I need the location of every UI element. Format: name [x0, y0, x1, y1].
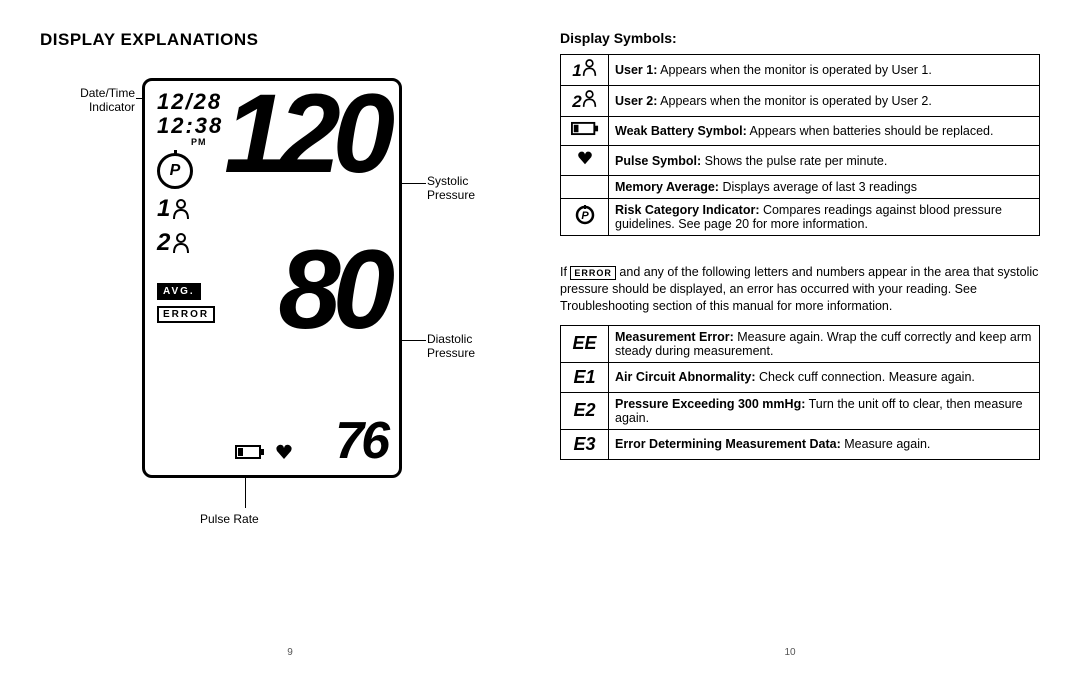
- symbol-desc-cell: Memory Average: Displays average of last…: [609, 176, 1040, 199]
- error-badge: ERROR: [157, 306, 215, 323]
- callout-date: Date/Time Indicator: [40, 86, 135, 114]
- pulse-value: 76: [335, 415, 387, 467]
- user2-indicator: 2: [157, 229, 223, 257]
- symbols-table: 1User 1: Appears when the monitor is ope…: [560, 54, 1040, 236]
- table-row: E2Pressure Exceeding 300 mmHg: Turn the …: [561, 392, 1040, 429]
- lcd-screen: 12/28 12:38 PM P 1 2 AVG. ERROR 120 80: [142, 78, 402, 478]
- lcd-diagram: Date/Time Indicator SystolicPressure Dia…: [100, 78, 450, 548]
- table-row: E1Air Circuit Abnormality: Check cuff co…: [561, 362, 1040, 392]
- symbol-desc-cell: Weak Battery Symbol: Appears when batter…: [609, 117, 1040, 146]
- battery-icon: [235, 444, 265, 460]
- date-display: 12/28: [157, 91, 223, 113]
- error-intro-text: If ERROR and any of the following letter…: [560, 264, 1040, 315]
- table-row: 2User 2: Appears when the monitor is ope…: [561, 86, 1040, 117]
- symbol-icon-cell: [561, 117, 609, 146]
- risk-indicator-icon: P: [157, 153, 193, 189]
- page-number-left: 9: [287, 647, 293, 658]
- table-row: EEMeasurement Error: Measure again. Wrap…: [561, 325, 1040, 362]
- error-code-cell: E2: [561, 392, 609, 429]
- error-chip: ERROR: [570, 266, 616, 280]
- heart-icon: [275, 443, 293, 461]
- symbol-icon-cell: 2: [561, 86, 609, 117]
- symbol-desc-cell: User 1: Appears when the monitor is oper…: [609, 55, 1040, 86]
- table-row: Weak Battery Symbol: Appears when batter…: [561, 117, 1040, 146]
- error-desc-cell: Error Determining Measurement Data: Meas…: [609, 429, 1040, 459]
- symbol-icon-cell: 1: [561, 55, 609, 86]
- table-row: Risk Category Indicator: Compares readin…: [561, 199, 1040, 236]
- avg-badge: AVG.: [157, 283, 201, 300]
- page-number-right: 10: [784, 647, 795, 658]
- error-code-cell: E3: [561, 429, 609, 459]
- symbol-icon-cell: [561, 176, 609, 199]
- diastolic-value: 80: [278, 241, 387, 340]
- callout-diastolic: DiastolicPressure: [427, 332, 475, 360]
- error-desc-cell: Pressure Exceeding 300 mmHg: Turn the un…: [609, 392, 1040, 429]
- time-display: 12:38: [157, 115, 223, 137]
- page-title-left: DISPLAY EXPLANATIONS: [40, 30, 520, 50]
- table-row: Memory Average: Displays average of last…: [561, 176, 1040, 199]
- table-row: E3Error Determining Measurement Data: Me…: [561, 429, 1040, 459]
- systolic-value: 120: [224, 85, 387, 184]
- page-title-right: Display Symbols:: [560, 30, 1040, 46]
- symbol-desc-cell: Pulse Symbol: Shows the pulse rate per m…: [609, 146, 1040, 176]
- error-desc-cell: Measurement Error: Measure again. Wrap t…: [609, 325, 1040, 362]
- error-code-cell: E1: [561, 362, 609, 392]
- person-icon: [172, 199, 190, 219]
- table-row: Pulse Symbol: Shows the pulse rate per m…: [561, 146, 1040, 176]
- callout-systolic: SystolicPressure: [427, 174, 475, 202]
- symbol-icon-cell: [561, 146, 609, 176]
- table-row: 1User 1: Appears when the monitor is ope…: [561, 55, 1040, 86]
- symbol-icon-cell: [561, 199, 609, 236]
- symbol-desc-cell: User 2: Appears when the monitor is oper…: [609, 86, 1040, 117]
- error-codes-table: EEMeasurement Error: Measure again. Wrap…: [560, 325, 1040, 460]
- left-page: DISPLAY EXPLANATIONS Date/Time Indicator…: [40, 30, 540, 658]
- pm-indicator: PM: [191, 137, 223, 147]
- user1-indicator: 1: [157, 195, 223, 223]
- error-code-cell: EE: [561, 325, 609, 362]
- right-page: Display Symbols: 1User 1: Appears when t…: [540, 30, 1040, 658]
- callout-pulse: Pulse Rate: [200, 512, 259, 526]
- symbol-desc-cell: Risk Category Indicator: Compares readin…: [609, 199, 1040, 236]
- person-icon: [172, 233, 190, 253]
- error-desc-cell: Air Circuit Abnormality: Check cuff conn…: [609, 362, 1040, 392]
